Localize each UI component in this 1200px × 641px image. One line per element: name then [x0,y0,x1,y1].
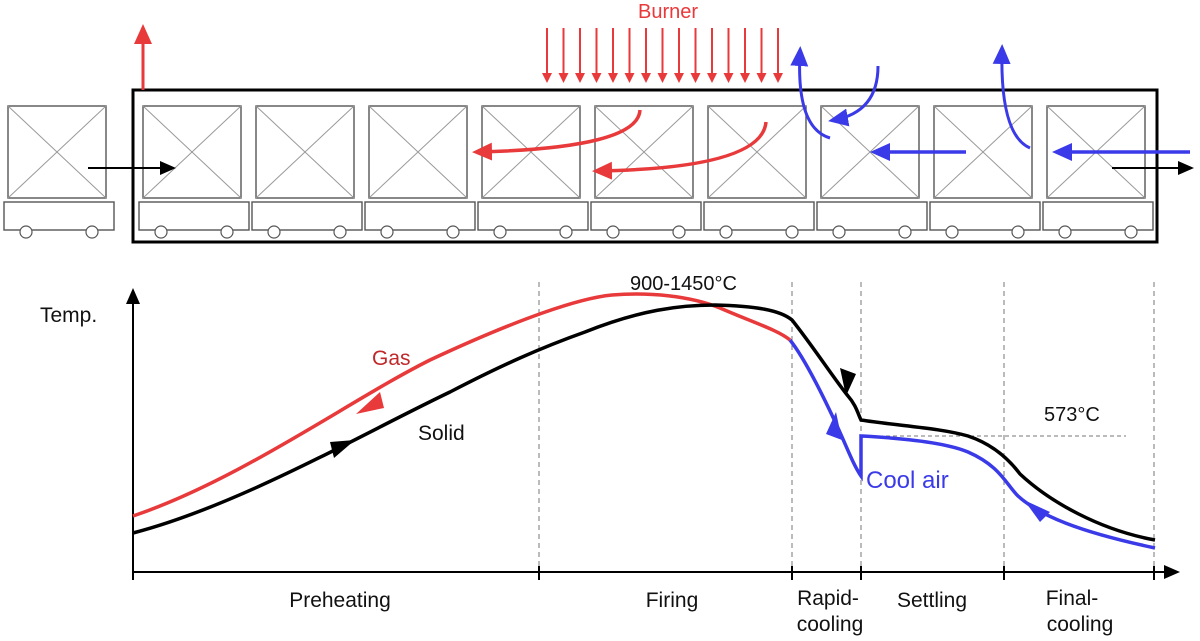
car-wheel [220,225,234,239]
car-wheel [1124,225,1138,239]
zone-firing: Firing [646,589,699,612]
car-base [364,201,476,231]
x-axis-ticks [132,566,1155,580]
kiln-car [929,105,1041,239]
ware-cross [707,105,807,199]
ware-cross [7,105,107,199]
car-base [929,201,1041,231]
ware-cross [368,105,468,199]
car-wheel [719,225,733,239]
kiln-car [138,105,250,239]
car-wheel [606,225,620,239]
kiln-car [1042,105,1154,239]
kiln-car [477,105,589,239]
solid-rapid-arrow [840,368,856,396]
solid-label: Solid [418,422,465,445]
solid-curve [132,303,1156,542]
car-wheel [446,225,460,239]
car-base [477,201,589,231]
zone-final-cooling-2: cooling [1047,613,1114,636]
car-wheel [85,225,99,239]
car-wheel [559,225,573,239]
ware-cross [594,105,694,199]
zone-settling: Settling [897,589,967,612]
gas-flow-arrow-1 [472,109,642,161]
kiln-tunnel-wall [131,88,1159,244]
ware-cross [481,105,581,199]
kiln-car [703,105,815,239]
peak-temp-label: 900-1450°C [630,273,737,295]
solid-direction-arrow [330,440,355,458]
car-base [138,201,250,231]
car-base [3,201,115,231]
car-wheel [154,225,168,239]
car-wheel [1011,225,1025,239]
zone-dividers [538,282,1155,566]
quartz-temp-label: 573°C [1044,404,1100,426]
zone-final-cooling-1: Final- [1046,587,1099,610]
car-base [816,201,928,231]
kiln-car [816,105,928,239]
car-base [1042,201,1154,231]
car-wheel [898,225,912,239]
gas-label: Gas [372,347,411,370]
temp-axis-label: Temp. [40,304,97,327]
ware-cross [142,105,242,199]
car-wheel [1058,225,1072,239]
kiln-cars [3,105,1154,239]
car-wheel [380,225,394,239]
gas-curve [132,292,792,518]
cool-air-label: Cool air [866,467,949,494]
kiln-car [251,105,363,239]
car-wheel [945,225,959,239]
burner-label: Burner [638,1,698,23]
cool-air-return-1 [828,65,880,127]
ware-cross [255,105,355,199]
zone-preheating: Preheating [289,589,391,612]
car-wheel [267,225,281,239]
cool-air-exhaust-2 [992,44,1031,150]
car-wheel [19,225,33,239]
burner-arrows [542,28,783,83]
zone-rapid-cooling-2: cooling [797,613,864,636]
zone-rapid-cooling-1: Rapid- [797,587,859,610]
kiln-car [590,105,702,239]
kiln-car [364,105,476,239]
cool-air-final-arrow [1024,500,1050,522]
car-base [251,201,363,231]
cool-air-rapid-arrow [826,412,842,440]
gas-direction-arrow [356,392,384,414]
car-wheel [672,225,686,239]
car-wheel [785,225,799,239]
kiln-schematic: Burner [3,1,1194,244]
temperature-profile: Temp. 900-1450°C 573°C Gas Solid Cool ai… [40,273,1180,636]
ware-cross [933,105,1033,199]
gas-flow-arrow-2 [592,121,768,180]
car-wheel [333,225,347,239]
kiln-car-entering [3,105,115,239]
car-wheel [832,225,846,239]
car-base [703,201,815,231]
car-wheel [493,225,507,239]
cool-air-exhaust-1 [790,46,831,140]
car-base [590,201,702,231]
